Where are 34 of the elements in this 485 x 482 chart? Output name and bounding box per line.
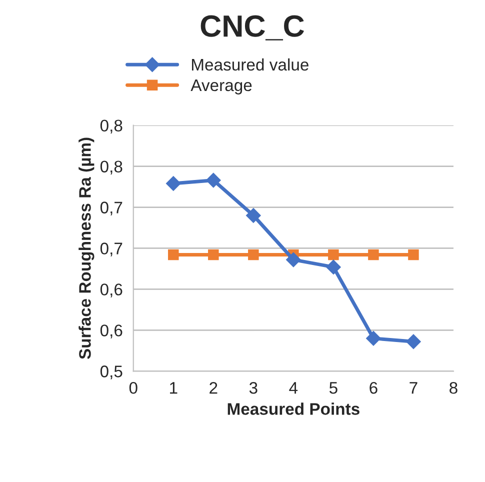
point: [166, 176, 181, 191]
point: [368, 249, 379, 260]
y-axis-title: Surface Roughness Ra (µm): [78, 138, 94, 360]
point: [366, 330, 381, 346]
y-tick-label: 0,8: [100, 120, 122, 134]
x-tick-label: 0: [129, 382, 138, 394]
x-tick-label: 1: [170, 382, 178, 394]
chart-title: CNC_C: [200, 15, 304, 40]
x-tick-label: 3: [249, 382, 258, 394]
point: [328, 249, 339, 260]
y-tick-label: 0,6: [100, 324, 122, 338]
point: [168, 249, 179, 260]
point: [408, 249, 419, 260]
point: [246, 208, 261, 223]
y-tick-label: 0,7: [100, 202, 122, 216]
legend-label: Average: [190, 80, 252, 94]
y-tick-label: 0,7: [100, 242, 122, 256]
point: [406, 334, 421, 350]
x-tick-label: 2: [210, 382, 218, 394]
x-tick-label: 5: [329, 382, 338, 394]
legend-label: Measured value: [192, 58, 308, 71]
y-tick-label: 0,8: [100, 160, 122, 174]
point: [286, 252, 301, 268]
x-tick-label: 6: [370, 382, 378, 394]
point: [326, 260, 341, 274]
y-tick-label: 0,5: [100, 366, 122, 380]
x-tick-label: 8: [450, 382, 458, 394]
point: [248, 249, 259, 260]
point: [206, 172, 221, 188]
x-tick-label: 4: [289, 382, 298, 394]
x-tick-label: 7: [410, 382, 418, 394]
y-tick-label: 0,6: [100, 284, 122, 298]
x-axis-title: Measured Points: [228, 402, 360, 415]
point: [208, 249, 219, 260]
